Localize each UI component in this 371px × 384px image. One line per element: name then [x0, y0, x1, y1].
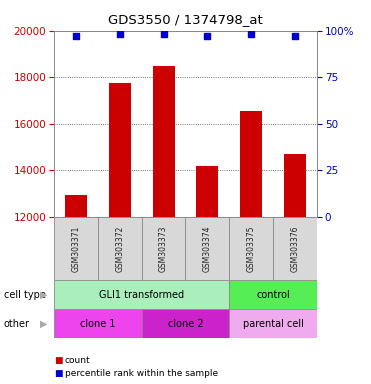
Bar	[142, 309, 229, 338]
Bar	[186, 217, 229, 280]
Bar	[284, 154, 306, 217]
Text: other: other	[4, 318, 30, 329]
Bar	[65, 195, 87, 217]
Bar	[54, 280, 229, 309]
Text: GSM303376: GSM303376	[291, 225, 300, 272]
Text: cell type: cell type	[4, 290, 46, 300]
Bar	[197, 166, 219, 217]
Text: GDS3550 / 1374798_at: GDS3550 / 1374798_at	[108, 13, 263, 26]
Text: GLI1 transformed: GLI1 transformed	[99, 290, 184, 300]
Bar	[229, 217, 273, 280]
Text: control: control	[256, 290, 290, 300]
Text: percentile rank within the sample: percentile rank within the sample	[65, 369, 218, 378]
Bar	[98, 217, 142, 280]
Text: count: count	[65, 356, 91, 365]
Text: ▶: ▶	[40, 318, 47, 329]
Bar	[109, 83, 131, 217]
Bar	[229, 280, 317, 309]
Text: parental cell: parental cell	[243, 318, 304, 329]
Point	[204, 33, 210, 40]
Point	[292, 33, 298, 40]
Point	[116, 31, 122, 38]
Bar	[54, 309, 142, 338]
Bar	[54, 217, 98, 280]
Point	[249, 31, 255, 38]
Point	[161, 31, 167, 38]
Text: clone 2: clone 2	[168, 318, 203, 329]
Bar	[152, 66, 174, 217]
Text: GSM303373: GSM303373	[159, 225, 168, 272]
Text: GSM303371: GSM303371	[71, 225, 80, 272]
Text: GSM303374: GSM303374	[203, 225, 212, 272]
Bar	[229, 309, 317, 338]
Bar	[142, 217, 186, 280]
Point	[73, 33, 79, 40]
Text: GSM303372: GSM303372	[115, 225, 124, 272]
Bar	[273, 217, 317, 280]
Text: ▶: ▶	[40, 290, 47, 300]
Text: clone 1: clone 1	[80, 318, 115, 329]
Text: ■: ■	[54, 369, 62, 378]
Text: GSM303375: GSM303375	[247, 225, 256, 272]
Text: ■: ■	[54, 356, 62, 365]
Bar	[240, 111, 262, 217]
